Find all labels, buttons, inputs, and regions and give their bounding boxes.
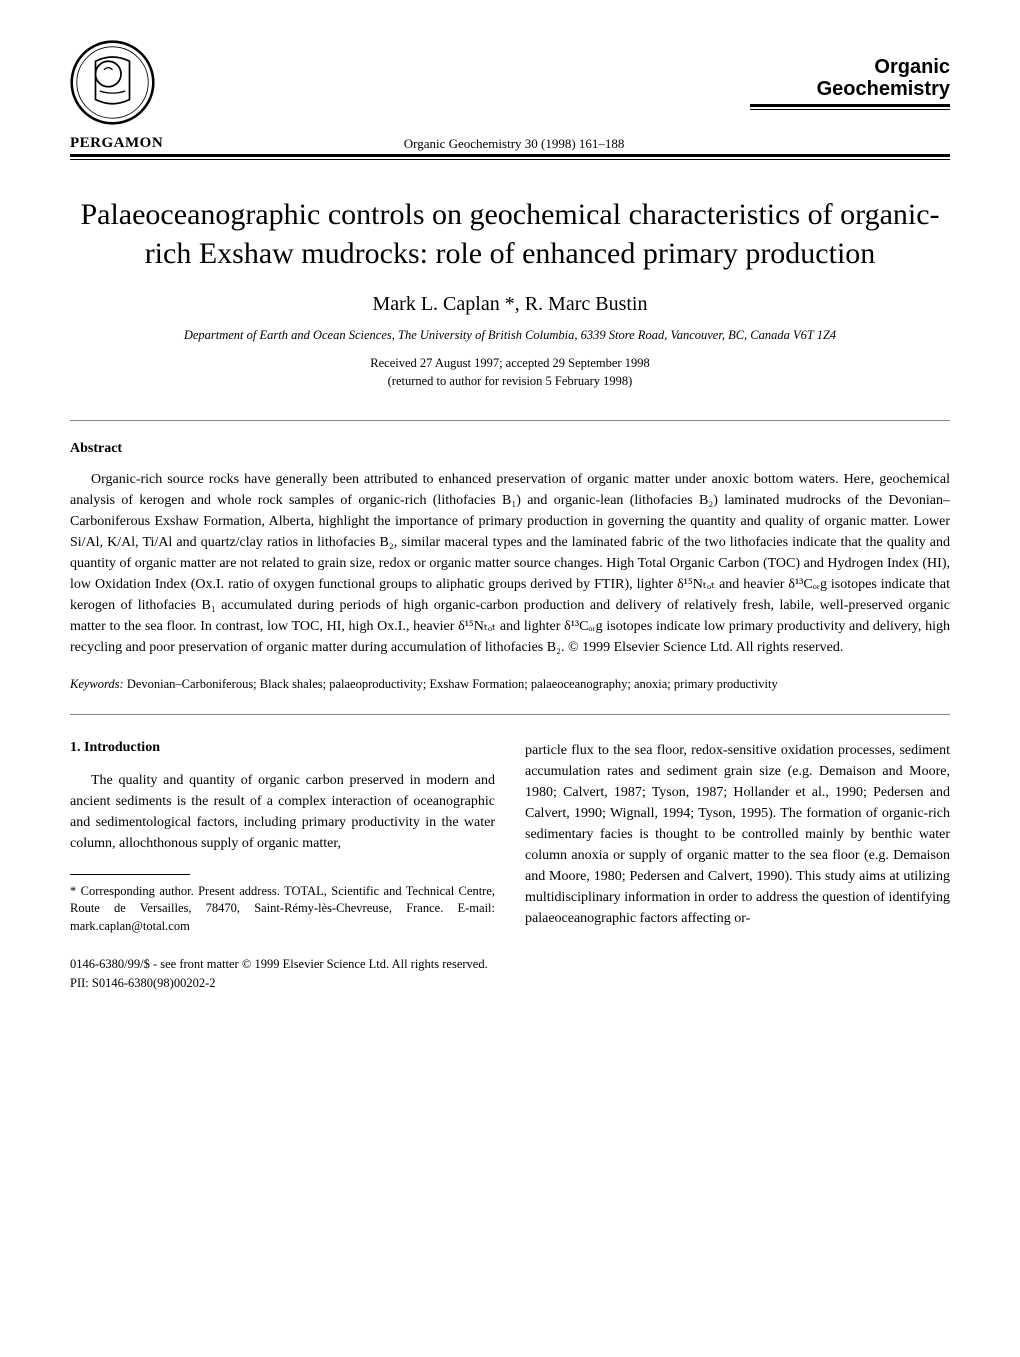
header-rule-thin (70, 159, 950, 160)
columns: 1. Introduction The quality and quantity… (70, 740, 950, 936)
header-rule-thick (70, 154, 950, 157)
intro-text-col1: The quality and quantity of organic carb… (70, 770, 495, 854)
left-column: 1. Introduction The quality and quantity… (70, 740, 495, 936)
journal-brand-line2: Geochemistry (750, 78, 950, 100)
brand-underline (750, 104, 950, 110)
journal-header: PERGAMON Organic Geochemistry 30 (1998) … (70, 135, 950, 152)
corresponding-author-footnote: * Corresponding author. Present address.… (70, 883, 495, 936)
received-date: Received 27 August 1997; accepted 29 Sep… (70, 355, 950, 373)
pii-line: PII: S0146-6380(98)00202-2 (70, 974, 950, 993)
article-title: Palaeoceanographic controls on geochemic… (70, 195, 950, 273)
header-row: Organic Geochemistry (70, 40, 950, 125)
copyright-block: 0146-6380/99/$ - see front matter © 1999… (70, 955, 950, 993)
footnote-rule (70, 874, 190, 875)
abstract-top-rule (70, 420, 950, 421)
publisher-name: PERGAMON (70, 135, 163, 152)
abstract-bottom-rule (70, 714, 950, 715)
intro-heading: 1. Introduction (70, 740, 495, 756)
returned-date: (returned to author for revision 5 Febru… (70, 373, 950, 391)
abstract-text: Organic-rich source rocks have generally… (70, 469, 950, 658)
right-column: particle flux to the sea floor, redox-se… (525, 740, 950, 936)
pergamon-logo (70, 40, 155, 125)
affiliation: Department of Earth and Ocean Sciences, … (70, 328, 950, 343)
keywords-label: Keywords: (70, 677, 124, 691)
keywords-text: Devonian–Carboniferous; Black shales; pa… (124, 677, 778, 691)
journal-brand: Organic Geochemistry (750, 56, 950, 110)
authors: Mark L. Caplan *, R. Marc Bustin (70, 293, 950, 316)
citation: Organic Geochemistry 30 (1998) 161–188 (163, 136, 865, 152)
journal-brand-line1: Organic (750, 56, 950, 78)
keywords: Keywords: Devonian–Carboniferous; Black … (70, 676, 950, 694)
dates-block: Received 27 August 1997; accepted 29 Sep… (70, 355, 950, 390)
copyright-line1: 0146-6380/99/$ - see front matter © 1999… (70, 955, 950, 974)
intro-text-col2: particle flux to the sea floor, redox-se… (525, 740, 950, 929)
abstract-heading: Abstract (70, 441, 950, 457)
